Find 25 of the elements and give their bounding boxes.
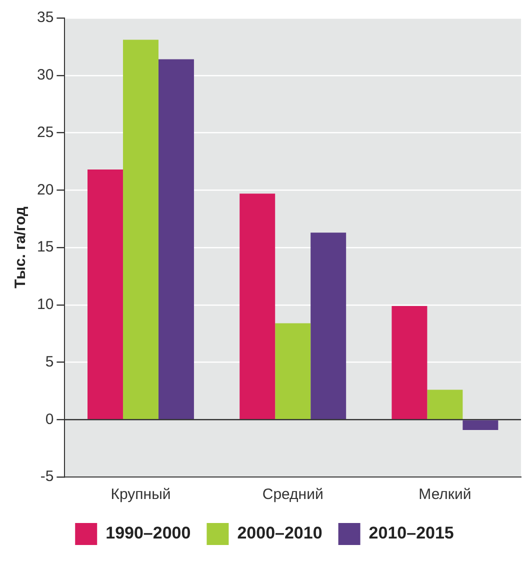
x-tick-label: Крупный <box>110 486 171 504</box>
bar <box>427 390 463 420</box>
bar <box>88 169 123 420</box>
x-tick-label: Средний <box>262 486 324 504</box>
y-tick-label: 20 <box>36 181 54 198</box>
y-tick-label: 15 <box>36 238 54 256</box>
y-tick-label: 5 <box>45 353 54 370</box>
bar <box>462 420 498 430</box>
x-tick-label: Мелкий <box>418 486 472 504</box>
bar <box>275 323 311 420</box>
bar <box>392 306 428 420</box>
bar <box>122 40 158 420</box>
y-tick-label: -5 <box>40 468 54 486</box>
legend-label: 2010–2015 <box>368 524 454 543</box>
y-tick-label: 25 <box>36 124 54 141</box>
bar <box>240 194 276 420</box>
bar <box>310 232 346 420</box>
y-axis-title: Тыс. га/год <box>12 206 30 288</box>
legend-label: 1990–2000 <box>106 524 191 543</box>
y-tick-label: 30 <box>36 66 54 84</box>
y-tick-label: 10 <box>36 296 54 314</box>
bar <box>158 59 194 420</box>
y-tick-label: 0 <box>45 410 54 428</box>
legend-label: 2000–2010 <box>237 524 322 543</box>
y-tick-label: 35 <box>36 9 54 26</box>
